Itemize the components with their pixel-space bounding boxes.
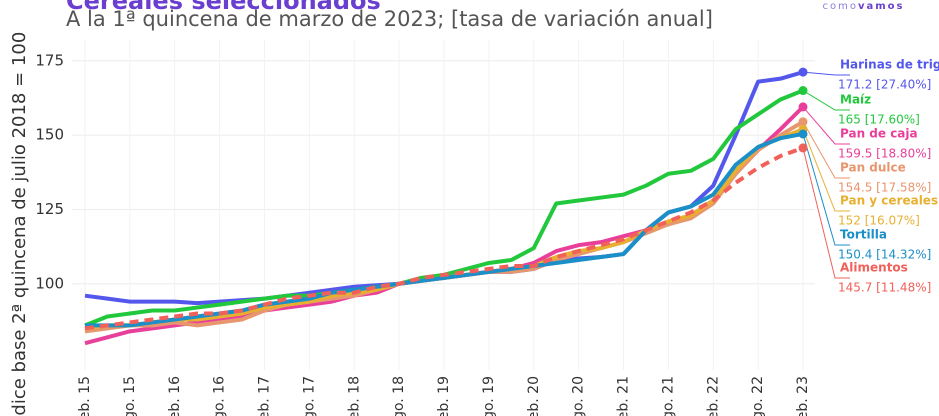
series-line [84,146,804,331]
x-tick-label: ago. 16 [212,376,228,416]
x-tick-label: feb. 15 [77,376,93,416]
leader-line [802,106,850,145]
x-tick-label: feb. 23 [795,376,811,416]
x-tick-label: feb. 20 [526,376,542,416]
end-label: 165 [17.60%] [838,113,920,127]
x-tick-label: ago. 17 [301,376,317,416]
x-tick-label: feb. 17 [257,376,273,416]
leader-line [802,147,850,279]
legend-name: Pan de caja [840,127,918,141]
x-tick-label: ago. 18 [391,376,407,416]
y-tick-label: 100 [35,274,64,292]
legend-name: Pan y cereales [840,194,938,208]
brand-bold: vamos [858,1,905,12]
legend-name: Alimentos [840,261,908,275]
leader-line [802,71,850,76]
x-tick-label: feb. 19 [436,376,452,416]
x-tick-label: feb. 18 [346,376,362,416]
y-tick-label: 150 [35,126,64,144]
x-tick-label: ago. 19 [481,376,497,416]
leader-line [802,129,850,212]
end-label: 171.2 [27.40%] [838,78,931,92]
x-tick-label: ago. 15 [122,376,138,416]
y-tick-label: 125 [35,200,64,218]
end-label: 154.5 [17.58%] [838,181,931,195]
chart-title: Cereales seleccionados [66,0,381,15]
end-label: 159.5 [18.80%] [838,147,931,161]
brand-light: como [823,1,858,12]
x-tick-label: ago. 21 [660,376,676,416]
y-tick-label: 175 [35,51,64,69]
chart-subtitle: A la 1ª quincena de marzo de 2023; [tasa… [66,7,713,31]
legend-name: Harinas de trigo [840,58,939,72]
legend-name: Pan dulce [840,161,906,175]
x-tick-label: feb. 21 [616,376,632,416]
leader-line [802,121,850,179]
x-tick-label: feb. 16 [167,376,183,416]
leader-line [802,133,850,246]
x-tick-label: feb. 22 [705,376,721,416]
end-label: 150.4 [14.32%] [838,248,931,262]
legend-name: Tortilla [840,228,887,242]
legend-name: Maíz [840,93,871,107]
leader-line [802,90,850,111]
x-tick-label: ago. 22 [750,376,766,416]
end-label: 145.7 [11.48%] [838,281,931,295]
y-axis-label: Índice base 2ª quincena de julio 2018 = … [8,32,30,416]
x-tick-label: ago. 20 [571,376,587,416]
end-label: 152 [16.07%] [838,214,920,228]
